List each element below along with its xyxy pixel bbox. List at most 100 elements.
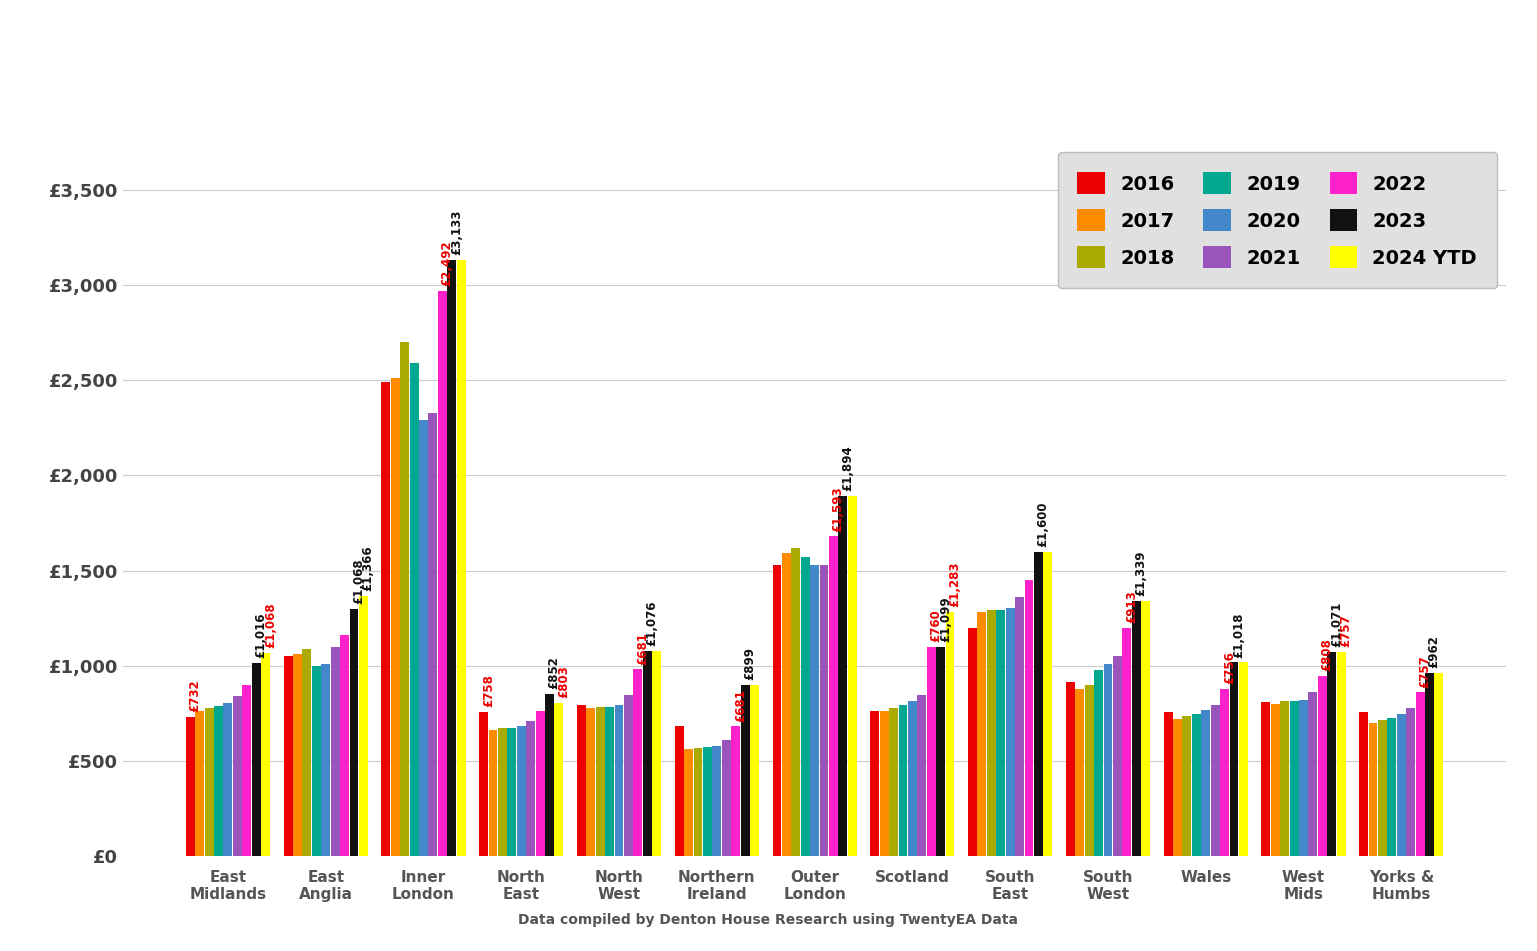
- Bar: [1328, 652, 1336, 856]
- Bar: [381, 382, 390, 856]
- Text: £1,339: £1,339: [1134, 551, 1148, 596]
- Bar: [1271, 704, 1280, 856]
- Bar: [1122, 628, 1131, 856]
- Text: £1,366: £1,366: [361, 546, 375, 592]
- Bar: [987, 610, 996, 856]
- Text: £1,600: £1,600: [1036, 501, 1050, 547]
- Bar: [555, 703, 564, 856]
- Bar: [204, 708, 214, 856]
- Bar: [1379, 720, 1386, 856]
- Bar: [606, 707, 615, 856]
- Bar: [879, 711, 888, 856]
- Bar: [195, 711, 204, 856]
- Text: £1,071: £1,071: [1330, 602, 1343, 648]
- Text: £757: £757: [1339, 614, 1353, 648]
- Bar: [1397, 713, 1406, 856]
- Bar: [438, 291, 447, 856]
- Bar: [303, 649, 312, 856]
- Bar: [838, 495, 847, 856]
- Bar: [489, 730, 498, 856]
- Bar: [596, 707, 604, 856]
- Bar: [888, 708, 898, 856]
- Bar: [1230, 662, 1239, 856]
- Bar: [1239, 662, 1248, 856]
- Bar: [1191, 714, 1200, 856]
- Text: £1,076: £1,076: [646, 601, 658, 647]
- Bar: [536, 711, 544, 856]
- Bar: [1359, 712, 1368, 856]
- Bar: [340, 635, 349, 856]
- Bar: [1337, 652, 1345, 856]
- Text: £1,283: £1,283: [948, 562, 961, 607]
- Bar: [1280, 702, 1290, 856]
- Bar: [1076, 689, 1084, 856]
- Bar: [420, 420, 427, 856]
- Bar: [312, 666, 321, 856]
- Bar: [1014, 597, 1024, 856]
- Bar: [447, 260, 456, 856]
- Bar: [252, 663, 261, 856]
- Bar: [908, 701, 918, 856]
- Bar: [801, 557, 810, 856]
- Bar: [1368, 723, 1377, 856]
- Text: £808: £808: [1320, 638, 1334, 671]
- Bar: [1317, 676, 1326, 856]
- Bar: [1065, 682, 1074, 856]
- Bar: [792, 548, 801, 856]
- Text: £913: £913: [1125, 591, 1137, 623]
- Bar: [1085, 685, 1093, 856]
- Bar: [693, 748, 702, 856]
- Bar: [1434, 673, 1443, 856]
- Text: £1,018: £1,018: [1233, 612, 1245, 657]
- Bar: [1164, 712, 1173, 856]
- Bar: [243, 685, 251, 856]
- Text: £681: £681: [636, 631, 649, 665]
- Text: £803: £803: [556, 666, 570, 698]
- Bar: [918, 695, 927, 856]
- Bar: [321, 664, 330, 856]
- Bar: [1416, 692, 1425, 856]
- Bar: [429, 413, 438, 856]
- Bar: [1308, 692, 1317, 856]
- Bar: [899, 705, 907, 856]
- Bar: [848, 495, 856, 856]
- Bar: [1034, 552, 1042, 856]
- Bar: [1005, 608, 1014, 856]
- Text: £758: £758: [481, 674, 495, 707]
- Bar: [294, 654, 301, 856]
- Bar: [1044, 552, 1053, 856]
- Text: £2,492: £2,492: [441, 241, 453, 286]
- Bar: [284, 656, 292, 856]
- Bar: [996, 610, 1005, 856]
- Bar: [410, 363, 418, 856]
- Bar: [1388, 718, 1396, 856]
- Bar: [1104, 664, 1113, 856]
- Bar: [945, 611, 954, 856]
- Bar: [546, 694, 553, 856]
- Bar: [870, 711, 879, 856]
- Text: £1,593: £1,593: [832, 486, 845, 532]
- Bar: [261, 652, 271, 856]
- Bar: [456, 260, 466, 856]
- Bar: [1025, 580, 1033, 856]
- Text: Data compiled by Denton House Research using TwentyEA Data: Data compiled by Denton House Research u…: [518, 913, 1019, 927]
- Bar: [1113, 656, 1122, 856]
- Bar: [516, 726, 526, 856]
- Text: £1,099: £1,099: [939, 596, 951, 642]
- Bar: [1173, 719, 1182, 856]
- Bar: [498, 728, 507, 856]
- Bar: [819, 565, 828, 856]
- Bar: [722, 740, 730, 856]
- Bar: [330, 647, 340, 856]
- Text: AVERAGE MONTHLY RENT 2016 to 2024: AVERAGE MONTHLY RENT 2016 to 2024: [340, 22, 1197, 60]
- Bar: [1262, 702, 1270, 856]
- Bar: [360, 596, 367, 856]
- Bar: [587, 708, 595, 856]
- Text: £1,068: £1,068: [264, 602, 277, 648]
- Bar: [480, 711, 489, 856]
- Bar: [732, 727, 741, 856]
- Text: £962: £962: [1428, 635, 1440, 669]
- Text: £1,894: £1,894: [841, 445, 855, 491]
- Bar: [1182, 716, 1191, 856]
- Bar: [1425, 673, 1434, 856]
